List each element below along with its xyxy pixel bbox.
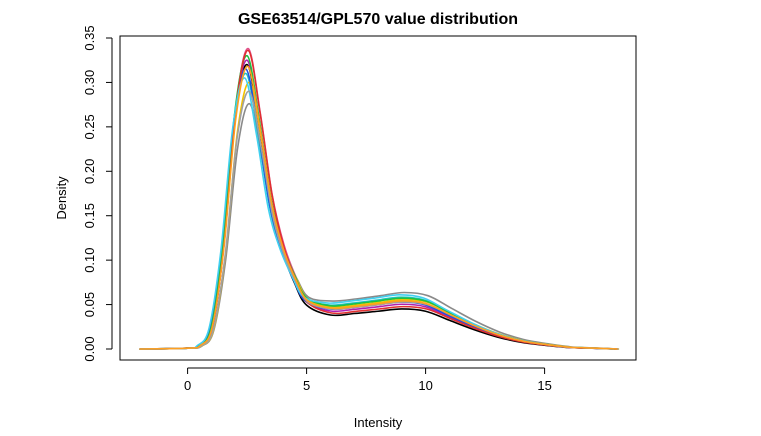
- x-tick-label: 5: [303, 378, 310, 393]
- x-axis: 0 5 10 15: [184, 367, 552, 393]
- y-tick-label: 0.05: [82, 292, 97, 317]
- y-tick-label: 0.25: [82, 114, 97, 139]
- x-tick-label: 15: [537, 378, 551, 393]
- density-curves: [139, 47, 620, 350]
- y-axis-label: Density: [54, 176, 69, 220]
- y-tick-label: 0.30: [82, 70, 97, 95]
- density-curve-4: [139, 72, 616, 350]
- x-tick-label: 10: [418, 378, 432, 393]
- density-curve-12: [139, 65, 618, 350]
- x-tick-label: 0: [184, 378, 191, 393]
- y-tick-label: 0.35: [82, 25, 97, 50]
- density-curve-11: [139, 90, 619, 350]
- y-tick-label: 0.20: [82, 159, 97, 184]
- y-axis: 0.00 0.05 0.10 0.15 0.20 0.25 0.30 0.35: [82, 25, 113, 362]
- y-tick-label: 0.10: [82, 247, 97, 272]
- y-tick-label: 0.00: [82, 336, 97, 361]
- chart-title: GSE63514/GPL570 value distribution: [238, 11, 518, 28]
- y-tick-label: 0.15: [82, 203, 97, 228]
- plot-frame: [119, 35, 637, 361]
- x-axis-label: Intensity: [354, 415, 403, 430]
- density-curve-5: [139, 59, 617, 350]
- density-curve-10: [139, 77, 615, 350]
- density-curve-3: [139, 102, 620, 350]
